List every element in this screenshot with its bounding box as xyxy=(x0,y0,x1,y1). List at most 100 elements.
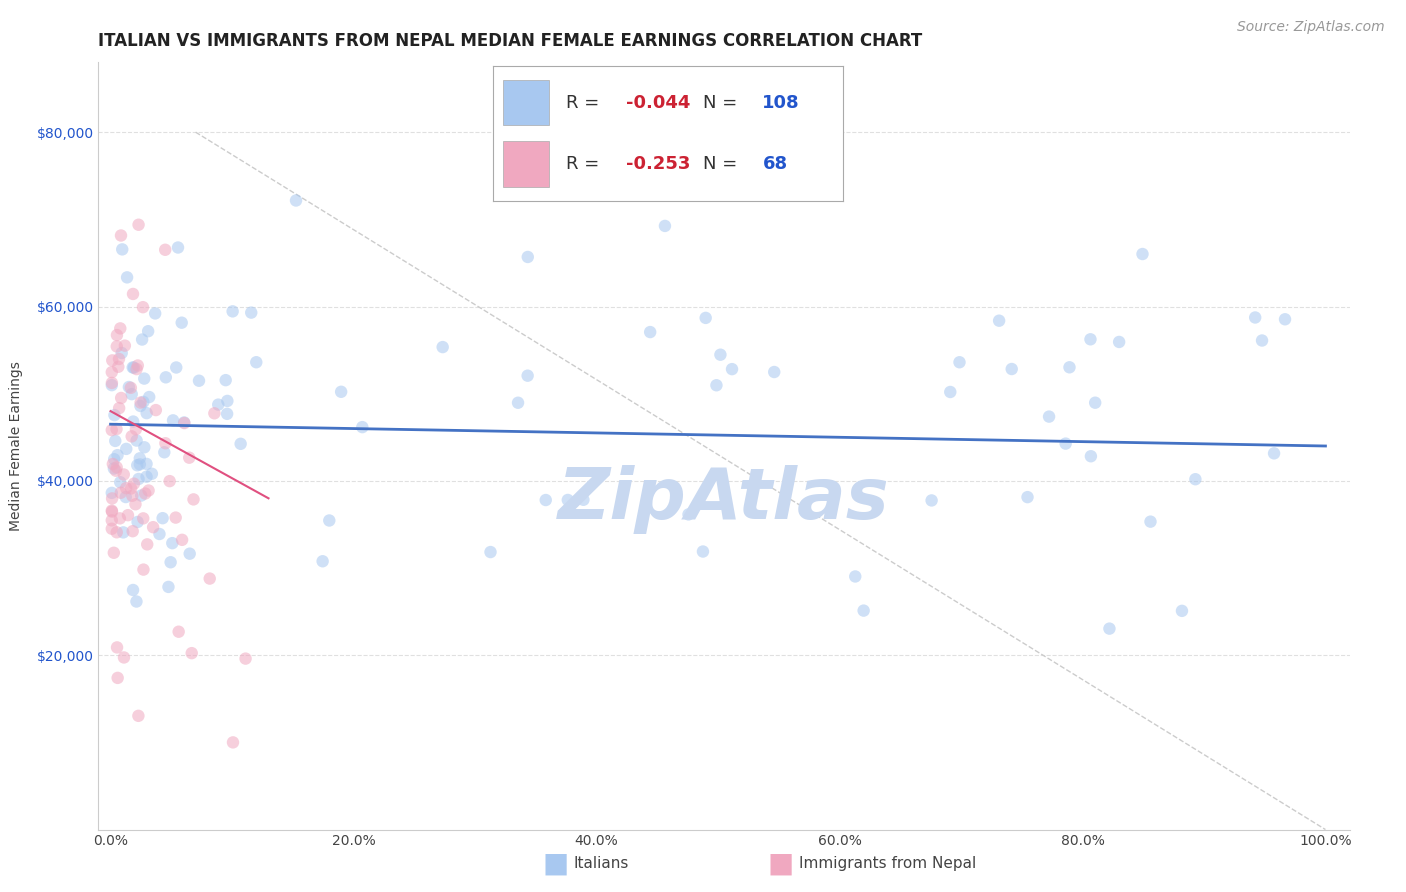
Point xyxy=(105,525,128,540)
Point xyxy=(721,362,744,376)
Point xyxy=(112,467,135,482)
Point xyxy=(1001,362,1024,376)
Point xyxy=(148,527,170,541)
Point xyxy=(121,360,143,375)
Point xyxy=(122,476,145,491)
Point xyxy=(122,360,145,375)
Point xyxy=(103,408,125,422)
Point xyxy=(101,353,124,368)
Text: ■: ■ xyxy=(543,849,568,878)
Point xyxy=(183,492,205,507)
Point xyxy=(101,505,124,519)
Point xyxy=(706,378,728,392)
Point xyxy=(516,250,538,264)
Point xyxy=(692,544,714,558)
Point xyxy=(1263,446,1285,460)
Point xyxy=(654,219,676,233)
Point xyxy=(352,420,374,434)
Point xyxy=(939,384,962,399)
Point xyxy=(121,524,143,539)
Point xyxy=(101,457,124,471)
Point xyxy=(180,646,202,660)
Point xyxy=(111,243,134,257)
Point xyxy=(173,416,195,430)
Point xyxy=(112,525,135,540)
Point xyxy=(114,490,136,504)
Point xyxy=(125,594,148,608)
Point xyxy=(311,554,333,568)
Point xyxy=(1054,436,1077,450)
Point xyxy=(104,464,127,478)
Point xyxy=(128,458,150,472)
Point xyxy=(122,415,145,429)
Point xyxy=(222,735,245,749)
Point xyxy=(432,340,454,354)
Point xyxy=(557,492,579,507)
Point xyxy=(121,489,143,503)
Point xyxy=(118,380,141,394)
Point xyxy=(105,339,128,353)
Point xyxy=(207,398,229,412)
Point xyxy=(107,671,129,685)
Point xyxy=(1184,472,1206,486)
Point xyxy=(1098,622,1121,636)
Point xyxy=(1274,312,1296,326)
Point xyxy=(115,270,138,285)
Point xyxy=(948,355,970,369)
Point xyxy=(134,371,156,385)
Point xyxy=(1080,332,1102,346)
Point xyxy=(638,325,661,339)
Point xyxy=(111,346,134,360)
Point xyxy=(101,503,124,517)
Point xyxy=(101,365,124,379)
Point xyxy=(125,434,148,448)
Point xyxy=(110,391,132,405)
Point xyxy=(132,563,155,577)
Point xyxy=(1038,409,1060,424)
Point xyxy=(506,396,529,410)
Point xyxy=(143,306,166,320)
Point xyxy=(135,406,157,420)
Point xyxy=(1132,247,1154,261)
Point xyxy=(101,423,124,437)
Point xyxy=(1017,490,1039,504)
Point xyxy=(110,321,132,335)
Point xyxy=(101,376,124,390)
Point xyxy=(215,373,238,387)
Point xyxy=(695,310,717,325)
Point xyxy=(173,416,195,430)
Point xyxy=(330,384,353,399)
Point xyxy=(115,442,138,456)
Point xyxy=(107,359,129,374)
Point xyxy=(127,359,149,373)
Point xyxy=(217,393,239,408)
Point xyxy=(179,450,201,465)
Point xyxy=(170,316,193,330)
Point xyxy=(229,437,252,451)
Y-axis label: Median Female Earnings: Median Female Earnings xyxy=(8,361,22,531)
Point xyxy=(127,515,149,529)
Point xyxy=(110,228,132,243)
Point xyxy=(235,651,257,665)
Point xyxy=(105,422,128,436)
Point xyxy=(131,333,153,347)
Point xyxy=(516,368,538,383)
Point xyxy=(103,452,125,467)
Point xyxy=(122,287,145,301)
Point xyxy=(152,511,174,525)
Point xyxy=(217,407,239,421)
Point xyxy=(121,387,143,401)
Point xyxy=(105,640,128,655)
Point xyxy=(318,514,340,528)
Point xyxy=(127,458,149,473)
Point xyxy=(128,472,150,486)
Point xyxy=(105,328,128,343)
Point xyxy=(105,460,128,475)
Point xyxy=(120,482,142,496)
Point xyxy=(198,572,221,586)
Point xyxy=(1108,334,1130,349)
Point xyxy=(114,338,136,352)
Point xyxy=(108,511,131,525)
Point xyxy=(132,395,155,409)
Point xyxy=(988,314,1011,328)
